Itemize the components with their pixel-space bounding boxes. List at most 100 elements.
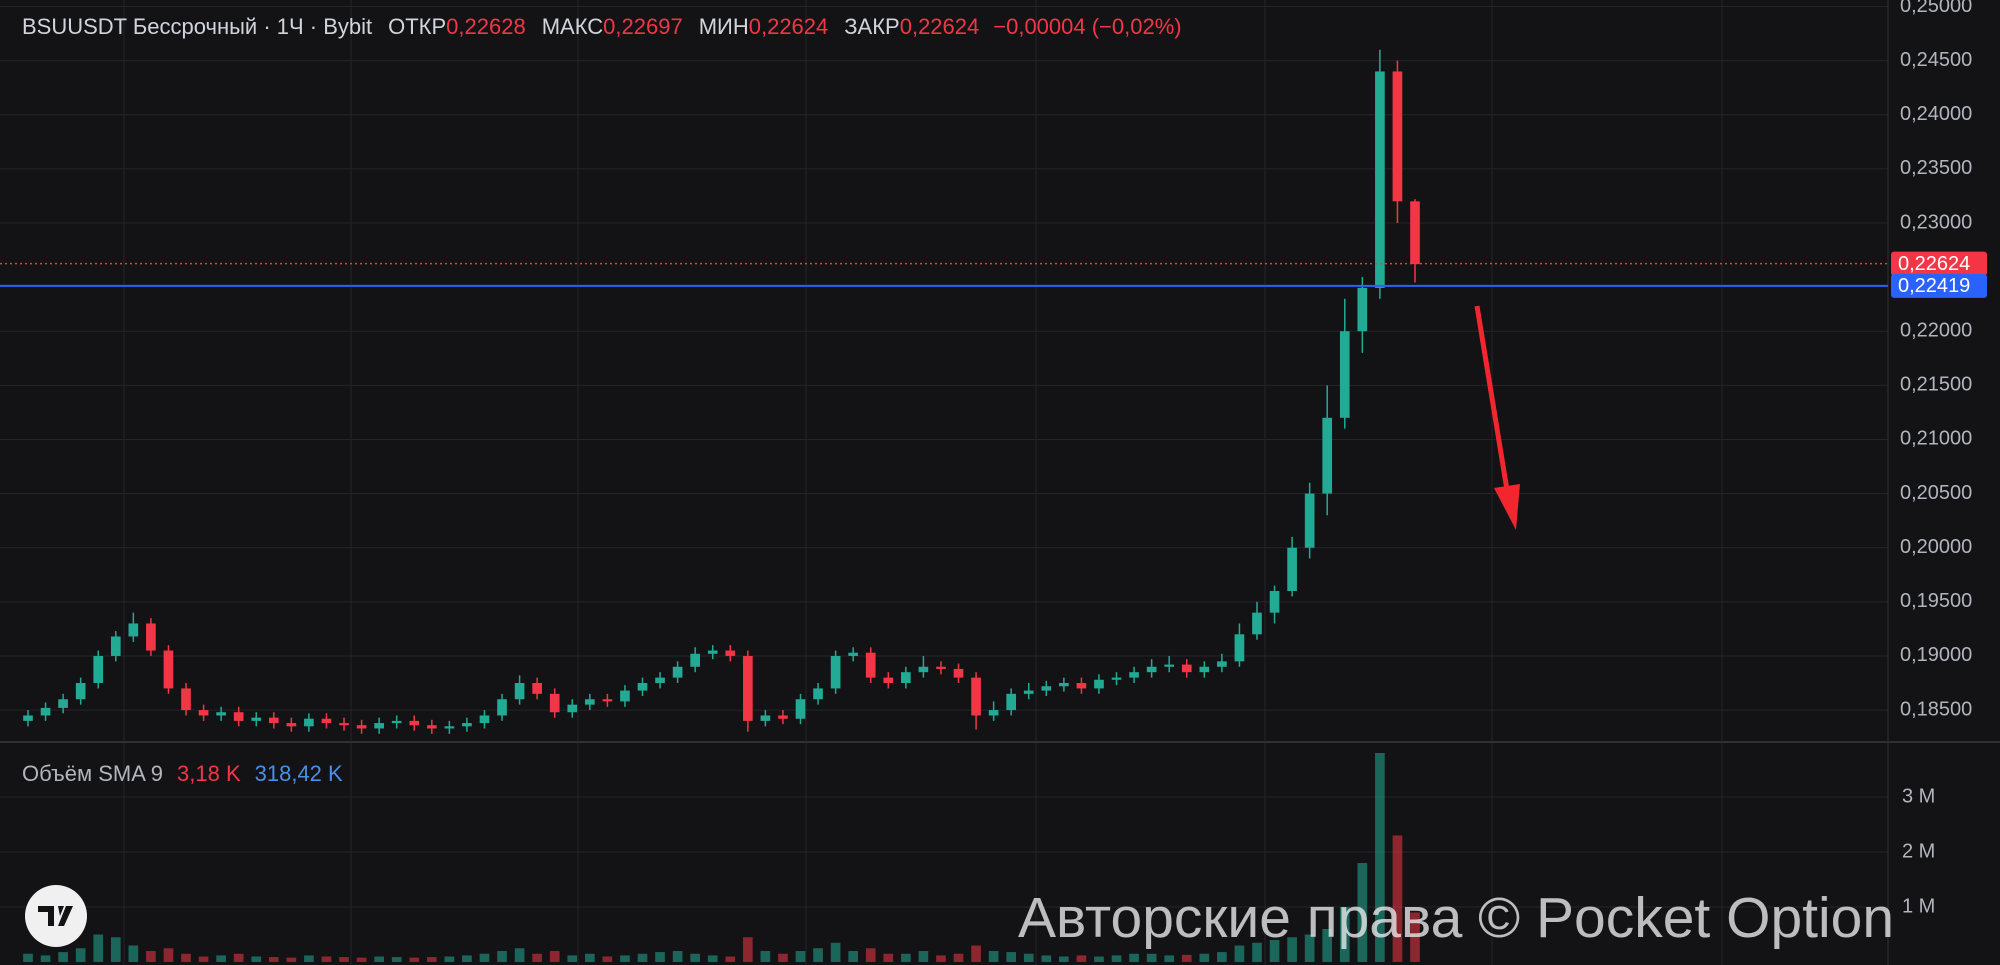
volume-bar [391,957,402,962]
volume-bar [1322,929,1333,962]
volume-legend: Объём SMA 9 3,18 K 318,42 K [22,761,343,786]
volume-bar [321,956,332,962]
candle-body [936,666,946,669]
volume-bar [690,953,700,962]
volume-bar [268,957,279,962]
legend-value: 0,22624 [900,14,980,39]
volume-bar [409,957,420,962]
volume-bar [743,937,753,962]
volume-bar [1146,953,1157,962]
grid [0,0,1888,965]
volume-bar [1076,955,1087,962]
volume-bar [181,953,191,962]
candle-body [602,699,613,702]
volume-bar [58,952,68,962]
volume-bar [1129,953,1139,962]
candle-body [743,655,753,721]
candle-body [216,712,226,716]
volume-bar [233,953,244,962]
volume-bar [93,934,104,962]
candle-body [110,636,121,656]
volume-bar [901,953,911,962]
volume-bar [304,955,314,962]
volume-bar [1410,912,1420,962]
candle-body [391,720,402,724]
logo-circle [25,885,87,947]
volume-bar [286,957,297,962]
volume-bar [40,955,51,962]
candle-body [514,683,525,700]
candle-body [1006,693,1017,711]
candle-body [778,715,788,719]
marks [23,49,1420,962]
candle-body [374,723,384,729]
overlay: 0,25000 0,24500 0,24000 0,23500 0,23000 0,220… [0,0,1987,917]
volume-bar [848,951,859,962]
candle-body [497,699,507,716]
legend-value: 0,22628 [446,14,526,39]
volume-bar [532,953,542,962]
volume-bar [778,953,788,962]
y-tick-label: 0,23000 [1900,211,1972,233]
legend-value: 0,22624 [749,14,829,39]
legend-label: МАКС [542,14,604,39]
candle-body [918,666,929,673]
arrow-shaft [1474,305,1510,491]
volume-bar [584,953,595,962]
y-tick-label: 0,19000 [1900,644,1972,666]
candle-body [707,650,718,654]
candle-body [251,717,262,721]
price-label: 0,22624 [1898,253,1970,275]
candle-body [725,650,736,656]
arrow-head [1494,484,1520,530]
y-tick-label: 0,24000 [1900,103,1972,125]
candle-body [1357,287,1368,332]
volume-bar [128,945,139,962]
candle-body [637,683,648,691]
volume-bar [672,951,683,962]
candle-body [567,704,578,713]
symbol: BSUUSDT Бессрочный · 1Ч · Bybit [22,14,372,39]
volume-bar [637,953,648,962]
volume-bar [936,955,946,962]
candle-body [409,720,420,726]
volume-bar [918,951,929,962]
candle-body [830,655,841,689]
candle-body [163,650,174,689]
candle-body [901,672,911,684]
candle-body [1076,683,1087,689]
candle-body [1304,493,1315,548]
candle-body [304,718,314,727]
candle-body [988,710,999,716]
logo-mark [38,906,73,926]
volume-bar [602,956,613,962]
volume-bar [497,951,507,962]
volume-bar [1339,907,1350,962]
arrow [1474,305,1520,530]
volume-bar [479,953,490,962]
volume-bar [988,951,999,962]
volume-bar [374,956,384,962]
volume-tick-label: 1 M [1902,895,1935,917]
price-label: 0,22419 [1898,275,1970,297]
candle-body [1252,612,1262,635]
volume-bar [216,955,226,962]
price-label-box [1891,273,1987,298]
y-tick-label: 0,25000 [1900,0,1972,17]
volume-bar [146,951,156,962]
candle-body [532,683,542,694]
candle-body [1287,547,1297,592]
volume-bar [760,951,771,962]
volume-bar [1059,956,1069,962]
volume-bar [251,956,262,962]
volume-bar [356,957,367,962]
candle-body [1339,331,1350,418]
volume-bar [163,948,174,962]
volume-title: Объём SMA 9 [22,761,163,786]
volume-bar [110,937,121,962]
candle-body [75,683,86,700]
candle-body [286,723,297,727]
y-tick-label: 0,20000 [1900,536,1972,558]
